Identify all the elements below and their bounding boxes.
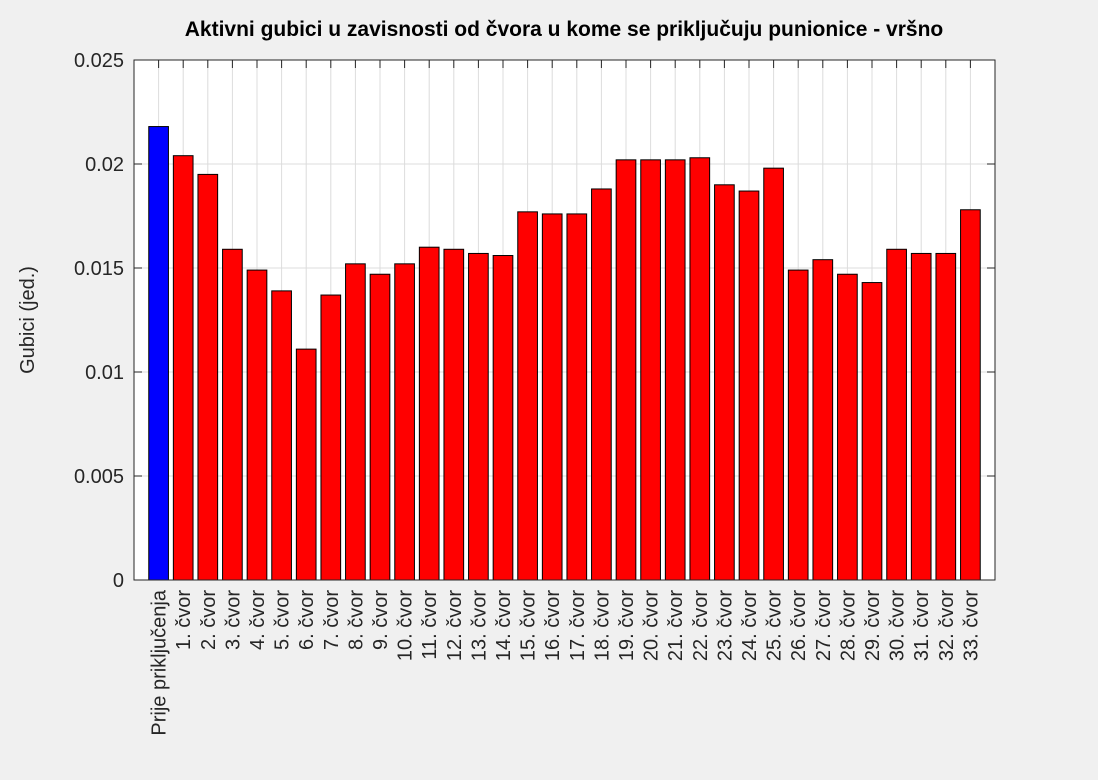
bar [197, 173, 219, 581]
bar [517, 211, 538, 581]
bar [566, 213, 588, 581]
bar [443, 248, 465, 581]
bar [271, 290, 292, 581]
y-axis-label: Gubici (jed.) [17, 266, 39, 374]
x-tick-label: 3. čvor [222, 590, 244, 650]
x-tick-label: 29. čvor [862, 590, 884, 661]
x-tick-label: 11. čvor [419, 590, 441, 660]
bar [541, 213, 563, 581]
bar [640, 159, 661, 581]
bar [664, 159, 686, 581]
x-tick-label: 18. čvor [591, 590, 613, 661]
x-tick-label: 2. čvor [198, 590, 220, 650]
x-tick-label: 10. čvor [395, 590, 417, 661]
axes-box [133, 59, 996, 581]
bar [418, 246, 440, 581]
x-tick-label: 25. čvor [764, 590, 786, 661]
x-tick-label: 6. čvor [296, 590, 318, 650]
x-tick-label: 1. čvor [173, 590, 195, 650]
x-tick-label: 30. čvor [887, 590, 909, 661]
bar [812, 259, 834, 581]
x-tick-label: 9. čvor [370, 590, 392, 650]
bar [222, 248, 243, 581]
x-tick-label: 20. čvor [641, 590, 663, 661]
bar [689, 157, 711, 581]
x-tick-label: 23. čvor [714, 590, 736, 661]
y-tick-label: 0.01 [85, 362, 124, 384]
x-tick-label: 31. čvor [911, 590, 933, 661]
x-tick-label: 32. čvor [936, 590, 958, 661]
x-tick-label: 4. čvor [247, 590, 269, 650]
y-tick-label: 0.005 [74, 466, 124, 488]
bar [886, 248, 907, 581]
x-tick-label: 19. čvor [616, 590, 638, 661]
chart-title: Aktivni gubici u zavisnosti od čvora u k… [185, 18, 943, 41]
bar [763, 167, 784, 581]
bar [394, 263, 415, 581]
bar [468, 252, 489, 581]
x-tick-label: 33. čvor [960, 590, 982, 661]
bars [148, 126, 981, 581]
bar [295, 348, 317, 581]
bar [492, 255, 514, 581]
bar [960, 209, 981, 581]
x-tick-label: 24. čvor [739, 590, 761, 661]
bar [738, 190, 760, 581]
x-tick-label: 16. čvor [542, 590, 564, 661]
x-tick-label: 13. čvor [468, 590, 490, 661]
y-tick-label: 0.015 [74, 258, 124, 280]
bar [345, 263, 366, 581]
x-tick-label: 21. čvor [665, 590, 687, 661]
x-tick-label: 17. čvor [567, 590, 589, 661]
bar [246, 269, 268, 581]
bar [861, 282, 883, 581]
bar [320, 294, 342, 581]
x-tick-label: Prije priključenja [149, 589, 171, 735]
x-tick-label: 7. čvor [321, 590, 343, 650]
y-tick-label: 0 [113, 570, 124, 592]
x-tick-label: 15. čvor [518, 590, 540, 661]
x-tick-label: 8. čvor [345, 590, 367, 650]
x-tick-label: 27. čvor [813, 590, 835, 661]
y-tick-label: 0.02 [85, 154, 124, 176]
y-tick-label: 0.025 [74, 50, 124, 72]
bar [369, 273, 391, 581]
x-tick-label: 12. čvor [444, 590, 466, 661]
bar [172, 155, 194, 581]
x-tick-label: 26. čvor [788, 590, 810, 661]
bar [714, 184, 735, 581]
bar [615, 159, 637, 581]
bar [591, 188, 612, 581]
x-tick-label: 28. čvor [837, 590, 859, 661]
x-tick-label: 22. čvor [690, 590, 712, 661]
bar [935, 252, 957, 581]
x-tick-label: 14. čvor [493, 590, 515, 661]
x-tick-label: 5. čvor [272, 590, 294, 650]
bar [787, 269, 809, 581]
bar [148, 126, 169, 581]
bar [910, 252, 932, 581]
bar [837, 273, 858, 581]
